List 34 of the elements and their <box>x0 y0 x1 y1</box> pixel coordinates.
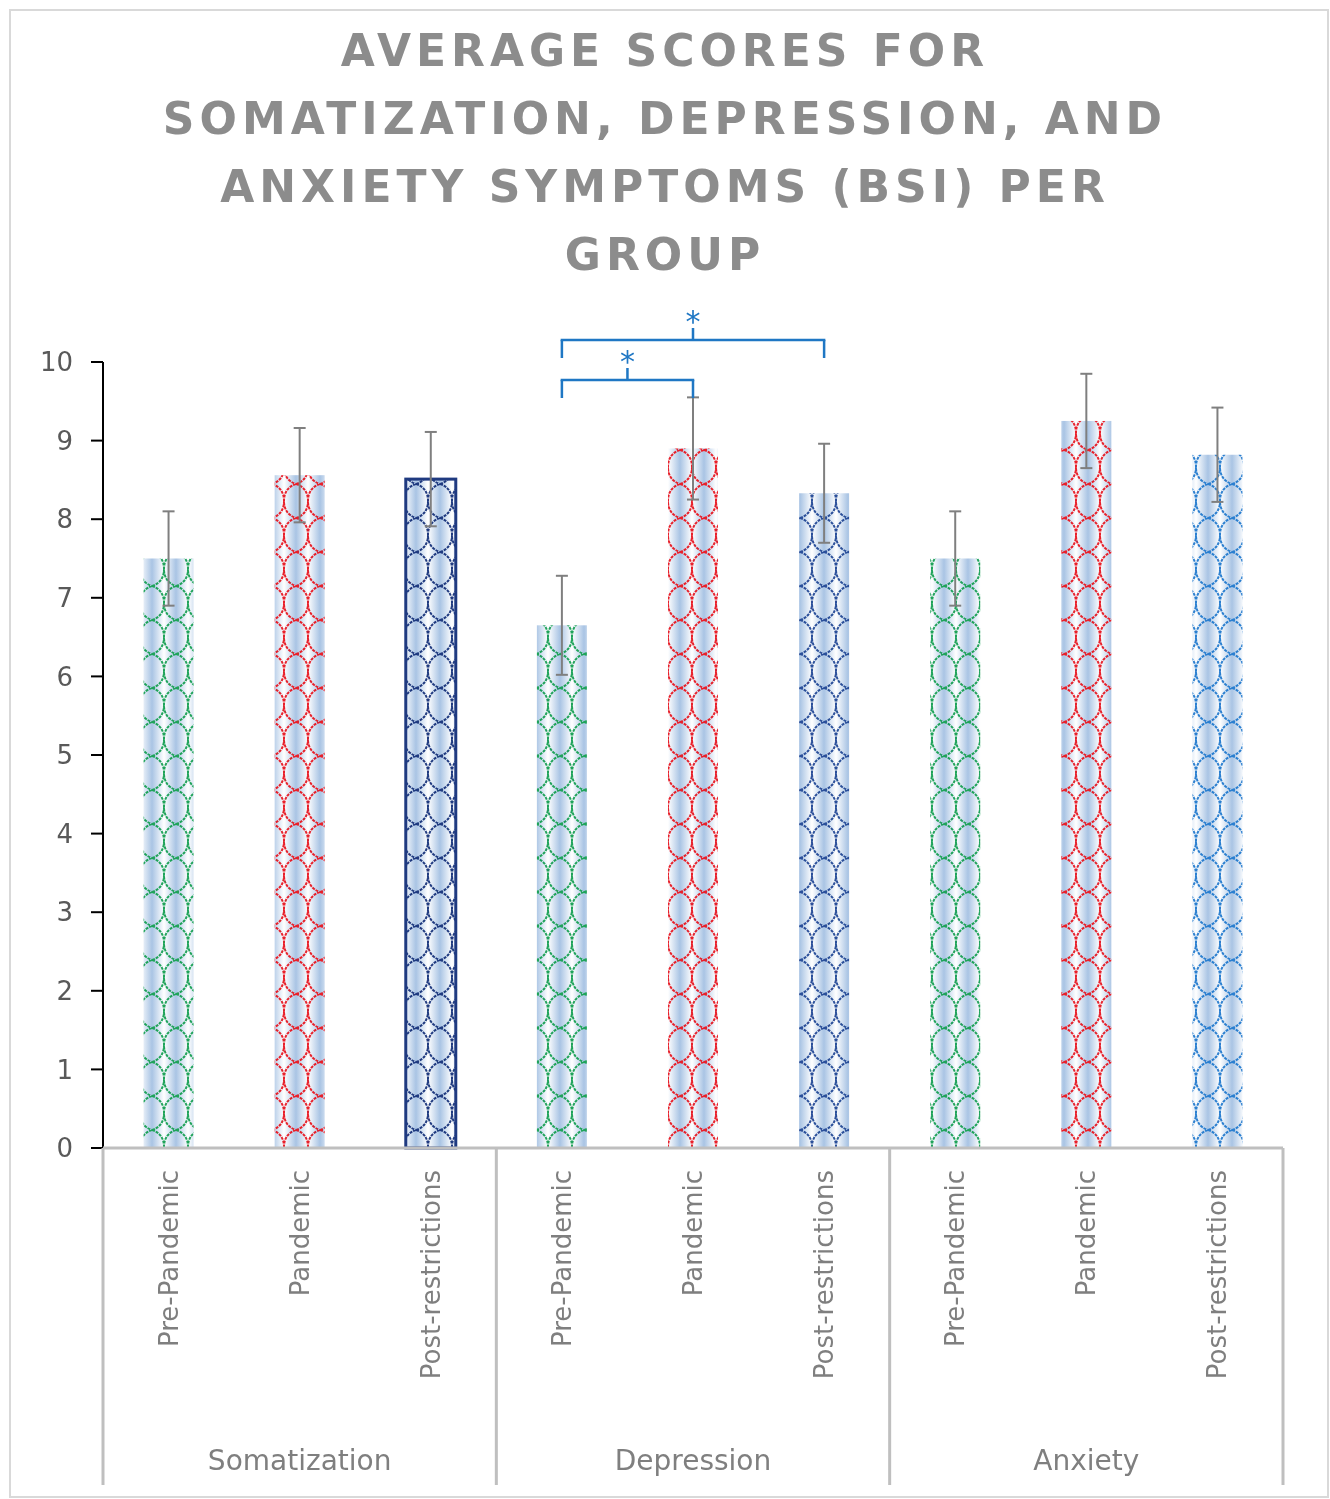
annotation: * <box>619 344 635 379</box>
x-tick-label: Pre-Pandemic <box>153 1170 184 1347</box>
y-tick-label: 9 <box>56 425 73 456</box>
x-tick-label: Pandemic <box>678 1170 708 1297</box>
y-tick-label: 5 <box>56 740 73 771</box>
x-tick-label: Post-restrictions <box>1202 1170 1233 1380</box>
bar <box>274 475 325 1148</box>
text: Anxiety <box>1033 1444 1140 1477</box>
bar <box>143 558 194 1148</box>
y-tick-label: 4 <box>56 818 73 849</box>
bar <box>536 625 587 1148</box>
y-tick-label: 2 <box>56 975 73 1006</box>
x-tick-label: Pre-Pandemic <box>940 1170 971 1347</box>
x-tick-label: Pre-Pandemic <box>546 1170 577 1347</box>
text: Somatization <box>207 1444 392 1477</box>
bar <box>799 493 850 1148</box>
x-tick-label: Post-restrictions <box>809 1170 840 1380</box>
y-tick-label: 6 <box>56 661 73 692</box>
y-tick-label: 1 <box>56 1054 73 1085</box>
bar <box>1192 454 1243 1148</box>
bar <box>930 558 981 1148</box>
text: Depression <box>614 1444 772 1477</box>
y-tick-label: 7 <box>56 582 73 613</box>
bar <box>668 448 718 1148</box>
y-tick-label: 0 <box>56 1133 73 1164</box>
y-tick-label: 8 <box>56 504 73 535</box>
chart-title: AVERAGE SCORES FOR SOMATIZATION, DEPRESSION, AND ANXIETY SYMPTOMS (BSI) PER GROUP <box>162 25 1168 280</box>
x-tick-label: Pandemic <box>284 1170 315 1297</box>
x-tick-label: Pandemic <box>1071 1170 1102 1297</box>
x-tick-label: Post-restrictions <box>415 1170 446 1380</box>
text: * <box>685 304 701 339</box>
y-tick-label: 3 <box>56 897 73 928</box>
y-tick-label: 10 <box>39 347 73 378</box>
bar <box>1061 420 1112 1148</box>
